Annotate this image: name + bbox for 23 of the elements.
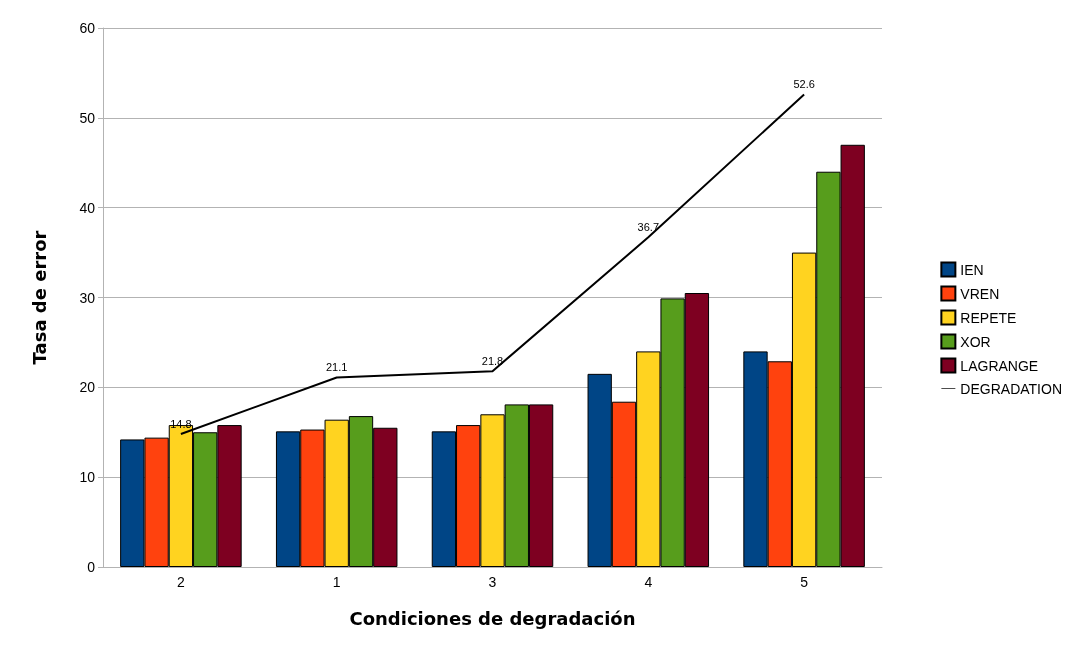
x-tick-label: 1 <box>332 574 341 590</box>
legend-label: IEN <box>960 261 984 278</box>
legend-label: XOR <box>960 333 991 350</box>
y-tick-label: 30 <box>79 289 96 306</box>
y-tick-label: 10 <box>79 469 96 486</box>
y-tick-label: 20 <box>79 379 96 396</box>
x-tick-label: 5 <box>800 574 809 590</box>
legend-label: DEGRADATION <box>960 380 1062 397</box>
legend-label: VREN <box>960 285 1000 302</box>
x-tick-label: 4 <box>644 574 653 590</box>
y-tick-label: 40 <box>79 199 96 216</box>
x-tick-label: 3 <box>488 574 497 590</box>
y-tick-label: 50 <box>79 109 96 126</box>
data-label: 52.6 <box>793 77 815 90</box>
data-label: 36.7 <box>637 220 660 233</box>
y-tick-label: 60 <box>79 20 96 36</box>
y-tick-label: 0 <box>87 559 96 575</box>
x-tick-label: 2 <box>177 574 185 590</box>
x-axis-title: Condiciones de degradación <box>349 607 636 629</box>
y-axis-title: Tasa de error <box>28 230 50 365</box>
legend-label: REPETE <box>960 309 1017 326</box>
legend-label: LAGRANGE <box>960 357 1039 374</box>
data-label: 21.1 <box>325 360 348 373</box>
